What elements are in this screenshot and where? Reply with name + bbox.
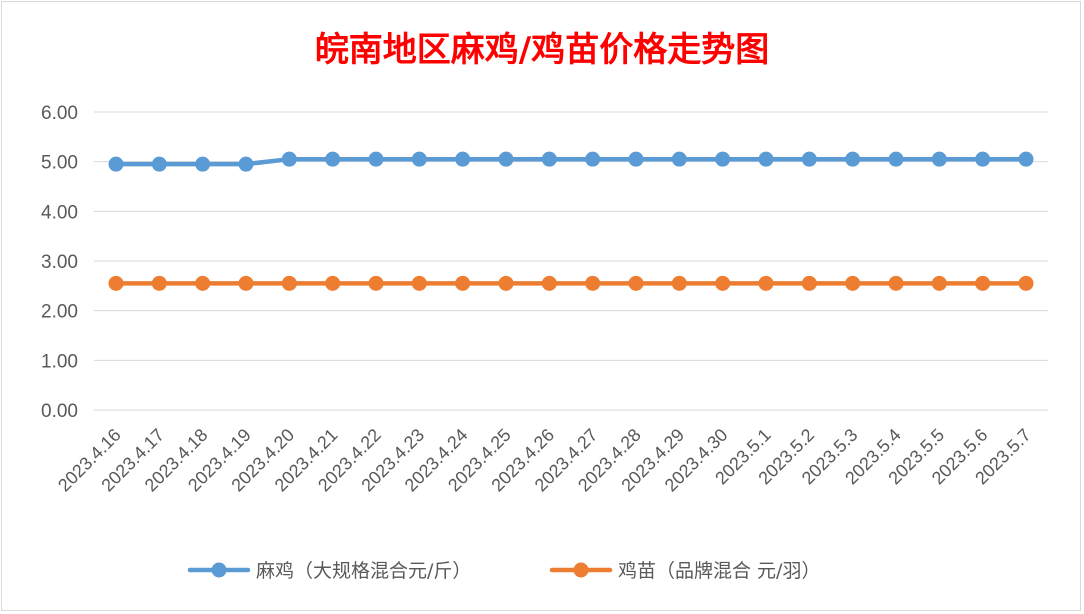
legend-label-2: 鸡苗（品牌混合 元/羽） [618, 560, 820, 582]
y-tick-label: 0.00 [41, 401, 78, 422]
data-point [1018, 151, 1034, 167]
data-point [758, 275, 774, 291]
data-point [931, 275, 947, 291]
data-point [195, 156, 211, 172]
y-tick-label: 3.00 [41, 252, 78, 273]
series-line-1 [113, 156, 1029, 167]
data-point [628, 151, 644, 167]
data-point [715, 275, 731, 291]
data-point [758, 151, 774, 167]
data-point [195, 275, 211, 291]
data-point [845, 275, 861, 291]
data-point [108, 275, 124, 291]
data-point [108, 156, 124, 172]
chart-title: 皖南地区麻鸡/鸡苗价格走势图 [314, 30, 770, 70]
data-point [411, 151, 427, 167]
data-point [281, 275, 297, 291]
data-point [498, 275, 514, 291]
data-point [801, 151, 817, 167]
data-point [671, 275, 687, 291]
data-point [238, 156, 254, 172]
gridlines [94, 111, 1048, 411]
data-point [541, 275, 557, 291]
data-point [325, 275, 341, 291]
legend-marker-1 [211, 562, 227, 578]
y-axis-tick-labels: 0.00 1.00 2.00 3.00 4.00 5.00 6.00 [41, 103, 78, 422]
data-point [151, 156, 167, 172]
data-point [411, 275, 427, 291]
y-tick-label: 4.00 [41, 202, 78, 223]
data-point [1018, 275, 1034, 291]
data-point [628, 275, 644, 291]
x-axis-tick-labels: 2023.4.162023.4.172023.4.182023.4.192023… [54, 425, 1035, 496]
data-point [368, 151, 384, 167]
legend: 麻鸡（大规格混合元/斤） 鸡苗（品牌混合 元/羽） [187, 560, 820, 582]
data-point [281, 151, 297, 167]
data-point [455, 151, 471, 167]
legend-marker-2 [573, 562, 589, 578]
y-tick-label: 1.00 [41, 351, 78, 372]
data-point [368, 275, 384, 291]
data-point [888, 151, 904, 167]
y-tick-label: 6.00 [41, 103, 78, 124]
data-point [715, 151, 731, 167]
data-point [585, 275, 601, 291]
y-tick-label: 2.00 [41, 302, 78, 323]
data-point [975, 275, 991, 291]
legend-label-1: 麻鸡（大规格混合元/斤） [256, 560, 471, 582]
y-tick-label: 5.00 [41, 153, 78, 174]
data-point [541, 151, 557, 167]
data-point [931, 151, 947, 167]
series-points [108, 151, 1034, 291]
series-lines [113, 156, 1029, 286]
data-point [845, 151, 861, 167]
data-point [801, 275, 817, 291]
data-point [455, 275, 471, 291]
data-point [238, 275, 254, 291]
data-point [151, 275, 167, 291]
data-point [671, 151, 687, 167]
data-point [585, 151, 601, 167]
data-point [498, 151, 514, 167]
data-point [325, 151, 341, 167]
data-point [888, 275, 904, 291]
data-point [975, 151, 991, 167]
